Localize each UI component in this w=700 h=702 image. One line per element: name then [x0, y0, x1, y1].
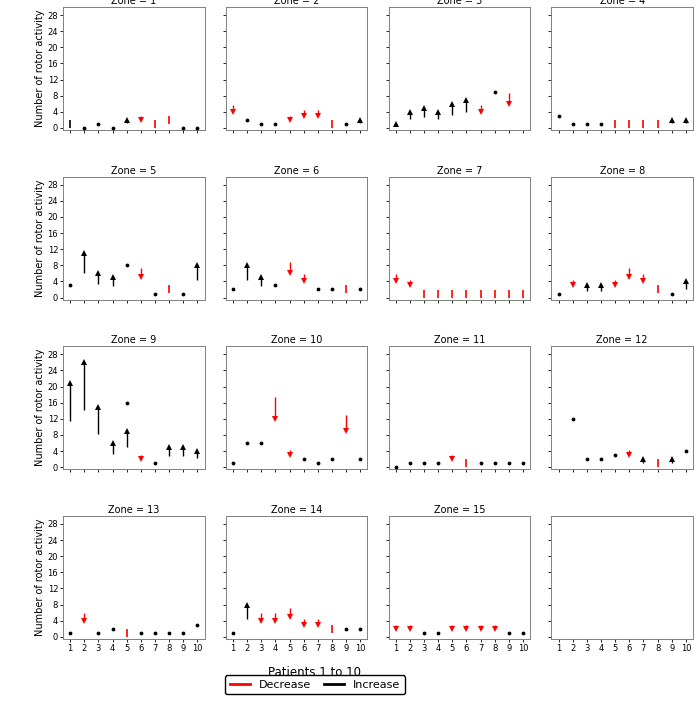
Title: Zone = 9: Zone = 9	[111, 336, 156, 345]
Y-axis label: Number of rotor activity: Number of rotor activity	[35, 10, 45, 127]
Title: Zone = 15: Zone = 15	[434, 505, 485, 515]
Title: Zone = 12: Zone = 12	[596, 336, 648, 345]
Title: Zone = 6: Zone = 6	[274, 166, 319, 176]
Title: Zone = 7: Zone = 7	[437, 166, 482, 176]
Text: Patients 1 to 10: Patients 1 to 10	[269, 666, 361, 679]
Title: Zone = 11: Zone = 11	[434, 336, 485, 345]
Legend: Decrease, Increase: Decrease, Increase	[225, 675, 405, 694]
Title: Zone = 2: Zone = 2	[274, 0, 319, 6]
Y-axis label: Number of rotor activity: Number of rotor activity	[35, 349, 45, 467]
Title: Zone = 13: Zone = 13	[108, 505, 160, 515]
Title: Zone = 14: Zone = 14	[271, 505, 322, 515]
Title: Zone = 4: Zone = 4	[600, 0, 645, 6]
Title: Zone = 5: Zone = 5	[111, 166, 157, 176]
Title: Zone = 3: Zone = 3	[437, 0, 482, 6]
Title: Zone = 1: Zone = 1	[111, 0, 156, 6]
Y-axis label: Number of rotor activity: Number of rotor activity	[35, 179, 45, 297]
Title: Zone = 10: Zone = 10	[271, 336, 322, 345]
Title: Zone = 8: Zone = 8	[600, 166, 645, 176]
Y-axis label: Number of rotor activity: Number of rotor activity	[35, 519, 45, 636]
